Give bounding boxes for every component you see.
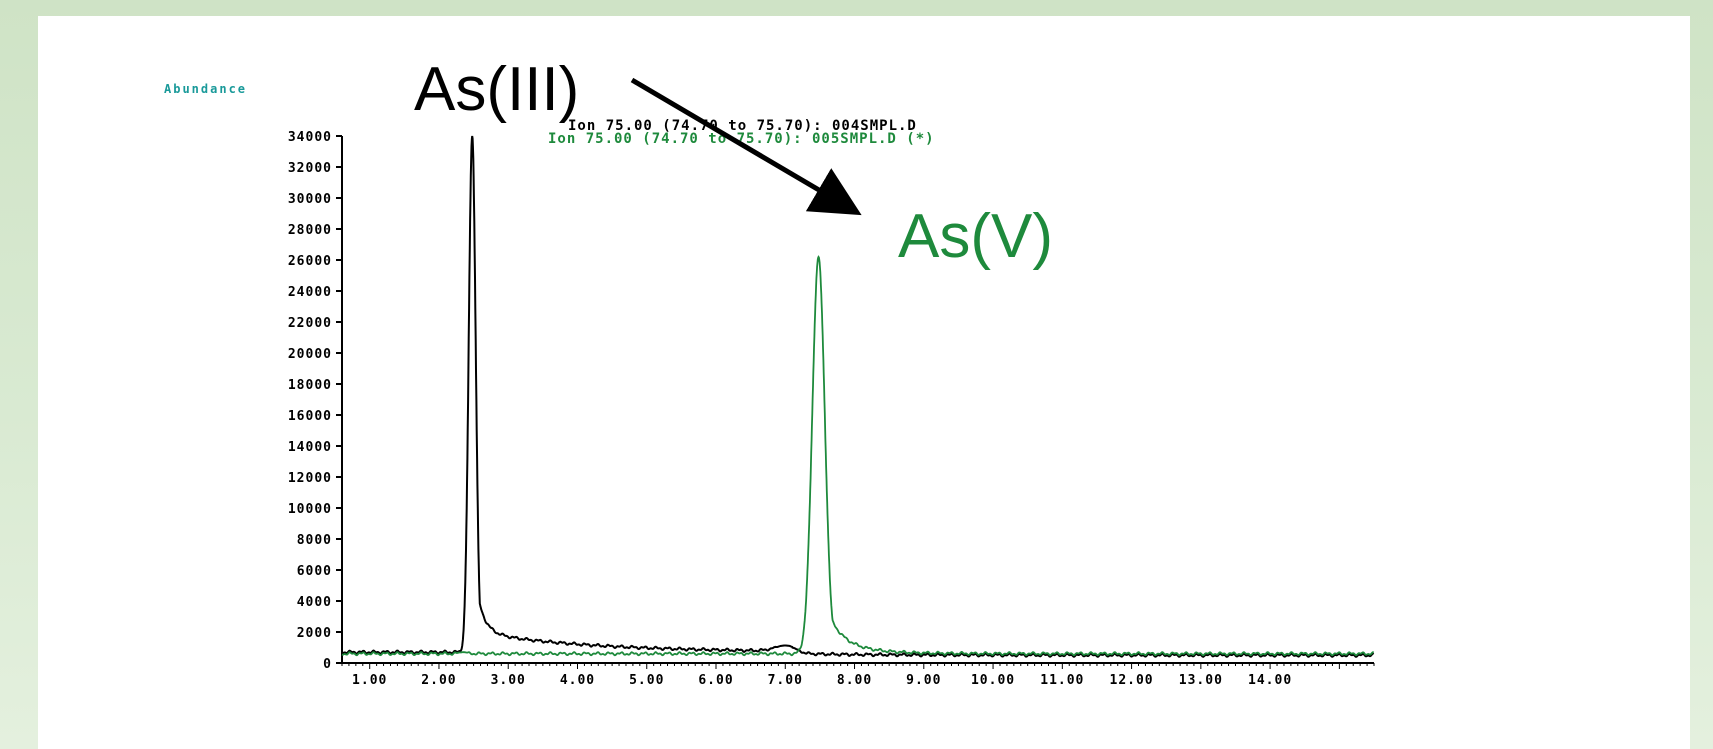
x-tick-label: 11.00 xyxy=(1040,673,1084,688)
y-tick-label: 32000 xyxy=(288,161,332,176)
y-tick-label: 28000 xyxy=(288,223,332,238)
y-tick-label: 14000 xyxy=(288,440,332,455)
x-tick-label: 14.00 xyxy=(1248,673,1292,688)
y-tick-label: 30000 xyxy=(288,192,332,207)
legend-entry-sample-004: Ion 75.00 (74.70 to 75.70): 004SMPL.D xyxy=(568,118,917,134)
y-tick-label: 18000 xyxy=(288,378,332,393)
y-axis: 0 2000 4000 6000 8000 10000 12000 14000 16000 180… xyxy=(288,130,343,672)
annotation-as-v: As(V) xyxy=(898,202,1053,271)
chromatogram-chart: Abundance 0 2000 4000 6000 8000 10000 12000 140… xyxy=(164,55,1375,688)
x-tick-label: 13.00 xyxy=(1179,673,1223,688)
x-tick-label: 1.00 xyxy=(352,673,387,688)
x-tick-label: 5.00 xyxy=(629,673,664,688)
y-tick-label: 8000 xyxy=(297,533,332,548)
y-tick-label: 22000 xyxy=(288,316,332,331)
y-tick-label: 4000 xyxy=(297,595,332,610)
annotation-arrow xyxy=(630,77,862,216)
x-tick-label: 3.00 xyxy=(491,673,526,688)
y-tick-label: 24000 xyxy=(288,285,332,300)
y-tick-label: 12000 xyxy=(288,471,332,486)
x-tick-label: 6.00 xyxy=(698,673,733,688)
x-tick-label: 8.00 xyxy=(837,673,872,688)
y-axis-label: Abundance xyxy=(164,82,247,96)
y-tick-label: 26000 xyxy=(288,254,332,269)
plot-area xyxy=(341,135,1375,658)
x-tick-label: 10.00 xyxy=(971,673,1015,688)
x-tick-label: 7.00 xyxy=(768,673,803,688)
x-axis: 1.00 2.00 3.00 4.00 5.00 6.00 7.00 8.00 9.00 10.0… xyxy=(341,662,1375,688)
y-tick-label: 6000 xyxy=(297,564,332,579)
y-tick-label: 20000 xyxy=(288,347,332,362)
series-line-sample-004 xyxy=(341,135,1375,658)
x-tick-label: 9.00 xyxy=(906,673,941,688)
x-tick-label: 12.00 xyxy=(1110,673,1154,688)
slide: Abundance 0 2000 4000 6000 8000 10000 12000 140… xyxy=(38,16,1690,749)
x-tick-label: 2.00 xyxy=(421,673,456,688)
series-line-sample-005 xyxy=(341,255,1375,657)
legend-entry-sample-005: Ion 75.00 (74.70 to 75.70): 005SMPL.D (*… xyxy=(548,131,935,147)
y-tick-label: 16000 xyxy=(288,409,332,424)
annotation-as-iii: As(III) xyxy=(414,55,579,124)
y-tick-label: 34000 xyxy=(288,130,332,145)
y-tick-label: 2000 xyxy=(297,626,332,641)
y-tick-label: 10000 xyxy=(288,502,332,517)
y-tick-label: 0 xyxy=(323,657,332,672)
x-tick-label: 4.00 xyxy=(560,673,595,688)
